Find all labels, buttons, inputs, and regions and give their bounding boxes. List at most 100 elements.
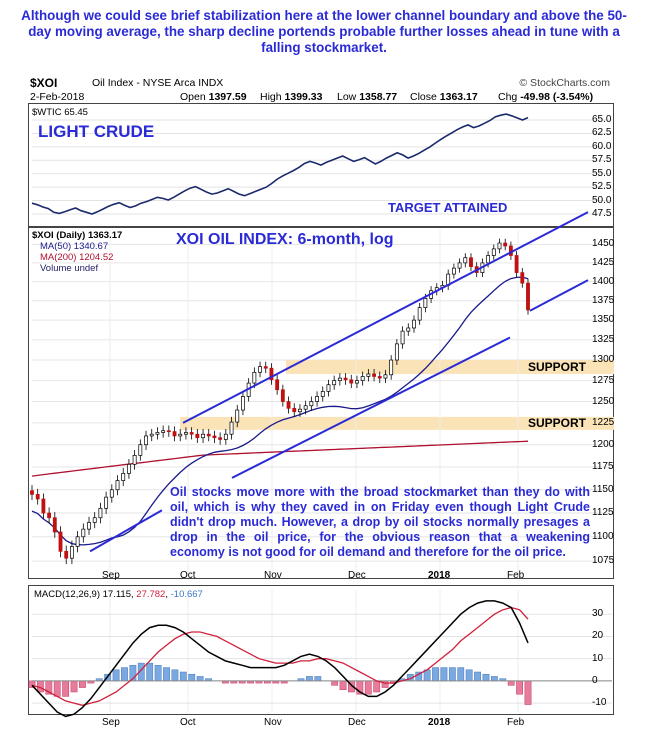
candle-body	[497, 242, 502, 250]
candle-body	[457, 262, 462, 269]
hist-legend-value: -10.667	[170, 589, 203, 600]
candle-body	[81, 528, 86, 538]
body-annotation: Oil stocks move more with the broad stoc…	[170, 485, 590, 559]
candle-body	[206, 433, 211, 437]
candle-body	[366, 373, 371, 377]
candle-body	[87, 522, 91, 530]
candle-body	[292, 407, 297, 413]
price-x-tick: Nov	[264, 570, 282, 581]
price-x-tick: Dec	[348, 570, 366, 581]
ma200-legend: MA(200) 1204.52	[40, 252, 114, 263]
top-annotation: Although we could see brief stabilizatio…	[21, 8, 627, 55]
crude-y-tick: 65.0	[592, 114, 612, 126]
macd-histogram-bar	[112, 669, 120, 682]
macd-histogram-bar	[306, 676, 313, 682]
price-y-tick: 1375	[592, 294, 615, 306]
candle-body	[451, 267, 456, 275]
xoi-legend: $XOI (Daily) 1363.17	[32, 230, 123, 241]
macd-histogram-bar	[62, 680, 70, 697]
candle-body	[315, 396, 319, 402]
support-label-upper: SUPPORT	[528, 360, 587, 374]
candle-body	[184, 432, 188, 435]
signal-line	[31, 606, 529, 706]
price-y-tick: 1100	[592, 530, 614, 542]
support-label-lower: SUPPORT	[528, 416, 587, 430]
macd-y-tick: 30	[592, 608, 604, 620]
price-y-tick: 1400	[592, 275, 615, 287]
candle-body	[166, 430, 171, 433]
price-y-tick: 1325	[592, 333, 615, 345]
candle-body	[394, 343, 399, 361]
channel-early-line	[89, 509, 163, 553]
macd-histogram-bar	[331, 680, 339, 686]
chart-date: 2-Feb-2018	[30, 91, 85, 103]
macd-histogram-bar	[53, 680, 61, 697]
candle-body	[252, 371, 257, 384]
macd-histogram-bar	[79, 680, 86, 688]
candle-body	[326, 384, 331, 392]
candle-body	[64, 550, 69, 559]
candle-body	[298, 408, 302, 413]
macd-histogram-bar	[314, 676, 322, 682]
candle-body	[218, 437, 223, 440]
macd-histogram-bar	[364, 680, 372, 695]
macd-histogram-bar	[457, 667, 465, 682]
candle-body	[383, 374, 388, 379]
macd-histogram-bar	[524, 680, 532, 705]
candle-body	[486, 255, 491, 264]
price-y-tick: 1200	[592, 438, 615, 450]
macd-histogram-bar	[146, 662, 154, 682]
candle-body	[30, 490, 34, 495]
symbol-name: Oil Index - NYSE Arca INDX	[92, 77, 224, 89]
macd-histogram-bar	[179, 671, 187, 682]
macd-histogram-bar	[516, 680, 523, 695]
price-y-tick: 1275	[592, 374, 615, 386]
macd-x-tick: Dec	[348, 717, 366, 728]
macd-histogram-bar	[507, 680, 515, 686]
crude-y-tick: 60.0	[592, 140, 612, 152]
channel-projection-line	[529, 279, 589, 312]
candle-body	[229, 421, 234, 435]
macd-histogram-bar	[188, 673, 196, 682]
candle-body	[463, 257, 468, 264]
macd-legend-value: 17.115	[102, 589, 131, 600]
macd-x-tick: Feb	[507, 717, 525, 728]
candle-body	[303, 405, 308, 410]
candle-body	[69, 546, 74, 559]
candle-body	[263, 366, 268, 369]
candle-body	[309, 401, 314, 407]
candle-body	[469, 257, 473, 267]
candle-body	[52, 517, 57, 533]
source-credit: © StockCharts.com	[519, 77, 610, 89]
candle-body	[127, 463, 131, 474]
candle-body	[258, 366, 262, 373]
macd-histogram-bar	[163, 667, 170, 682]
candle-body	[491, 248, 496, 256]
candle-body	[332, 380, 337, 386]
candle-body	[235, 409, 240, 423]
channel-lower-line	[231, 336, 511, 479]
macd-histogram-bar	[121, 667, 128, 682]
chg-label: Chg	[498, 91, 518, 103]
price-x-tick: Feb	[507, 570, 525, 581]
macd-histogram-bar	[196, 676, 204, 682]
macd-histogram-bar	[440, 667, 448, 682]
candle-body	[417, 307, 422, 321]
chg-value: -49.98 (-3.54%)	[520, 91, 594, 103]
candle-body	[412, 319, 416, 329]
macd-x-tick: Nov	[264, 717, 282, 728]
candle-body	[377, 376, 382, 379]
candle-body	[526, 282, 530, 311]
candle-body	[212, 435, 217, 439]
symbol: $XOI	[30, 76, 58, 90]
macd-histogram-bar	[154, 665, 162, 682]
candle-body	[275, 379, 280, 391]
light-crude-label: LIGHT CRUDE	[38, 122, 155, 141]
price-x-tick: 2018	[428, 570, 451, 581]
candle-body	[343, 377, 348, 381]
price-x-tick: Sep	[102, 570, 120, 581]
macd-legend: MACD(12,26,9) 17.115, 27.782, -10.667	[34, 589, 203, 600]
candle-body	[109, 489, 114, 498]
macd-x-tick: Oct	[180, 717, 196, 728]
